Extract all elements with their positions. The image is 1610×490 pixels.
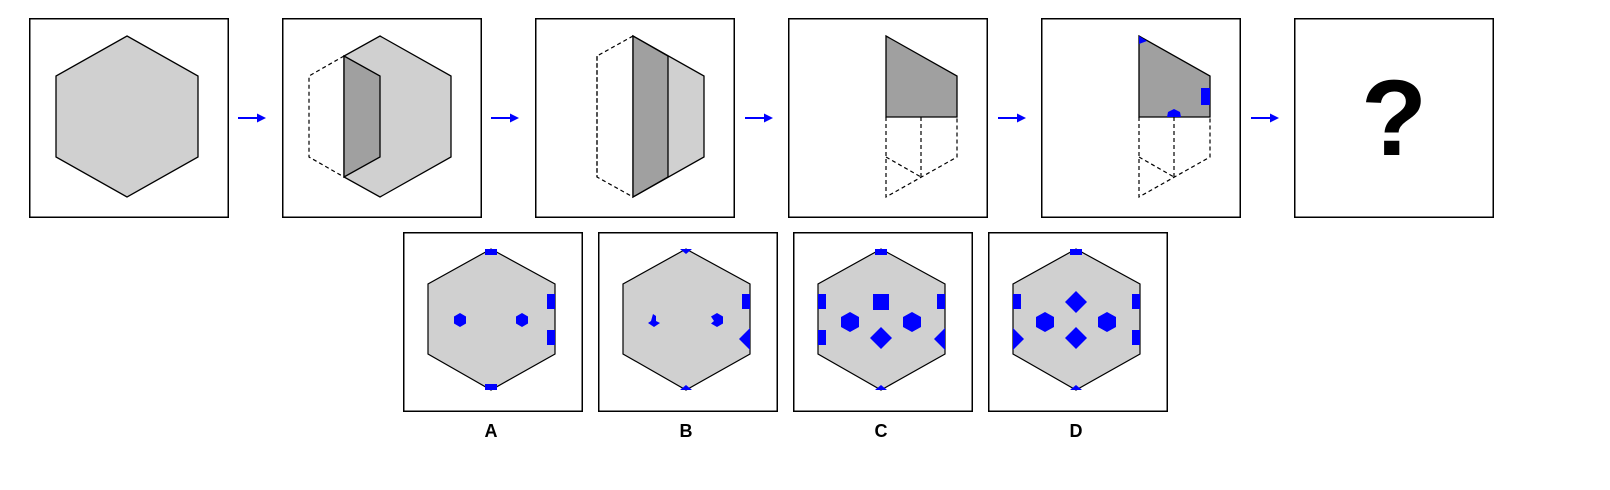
step-1-panel — [29, 18, 229, 218]
option-b-label[interactable]: B — [679, 421, 693, 441]
option-a-panel[interactable] — [403, 232, 583, 412]
question-panel: ? — [1294, 18, 1494, 218]
option-c-label[interactable]: C — [874, 421, 888, 441]
option-d-label[interactable]: D — [1069, 421, 1083, 441]
arrow-4 — [998, 112, 1026, 124]
step-2-panel — [282, 18, 482, 218]
option-a-label[interactable]: A — [484, 421, 498, 441]
question-mark: ? — [1361, 57, 1427, 178]
option-d-panel[interactable] — [988, 232, 1168, 412]
arrow-1 — [238, 112, 266, 124]
folding-flap — [343, 54, 381, 179]
cut-mark-edge — [1201, 88, 1210, 105]
option-c-panel[interactable] — [793, 232, 973, 412]
cut-mark-half-hexagon — [1167, 109, 1181, 117]
option-b-panel[interactable] — [598, 232, 778, 412]
hexagon — [55, 35, 199, 198]
step-3-panel — [535, 18, 735, 218]
step-4-panel — [788, 18, 988, 218]
arrow-2 — [491, 112, 519, 124]
step-5-panel — [1041, 18, 1241, 218]
arrow-5 — [1251, 112, 1279, 124]
arrow-3 — [745, 112, 773, 124]
cut-mark-corner — [1139, 36, 1147, 44]
